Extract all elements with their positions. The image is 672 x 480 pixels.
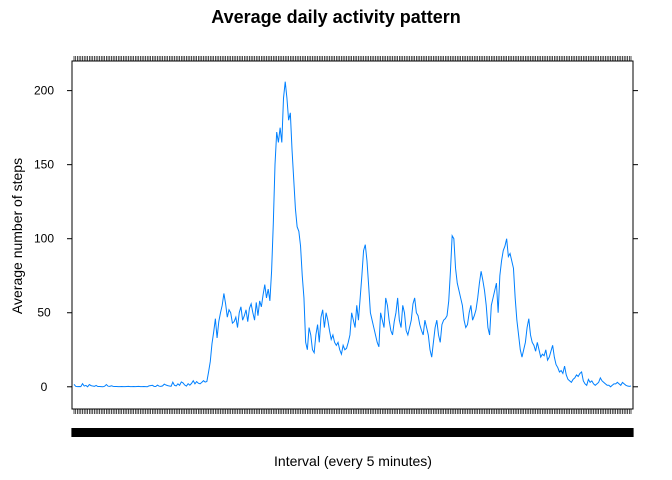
chart-title: Average daily activity pattern xyxy=(211,7,460,27)
y-tick-label: 0 xyxy=(41,380,48,394)
x-tick-label-glyph xyxy=(628,428,634,437)
y-tick-label: 100 xyxy=(34,232,54,246)
series-line xyxy=(73,81,632,388)
y-axis-label: Average number of steps xyxy=(9,158,25,314)
x-axis-label: Interval (every 5 minutes) xyxy=(274,453,432,469)
y-tick-label: 150 xyxy=(34,158,54,172)
plot-frame xyxy=(71,60,634,410)
x-axis-ticks xyxy=(73,56,632,414)
y-tick-label: 200 xyxy=(34,84,54,98)
y-axis-ticks: 0 50 100 150 200 xyxy=(34,84,638,394)
y-tick-label: 50 xyxy=(37,306,51,320)
x-axis-tick-labels xyxy=(71,428,634,437)
